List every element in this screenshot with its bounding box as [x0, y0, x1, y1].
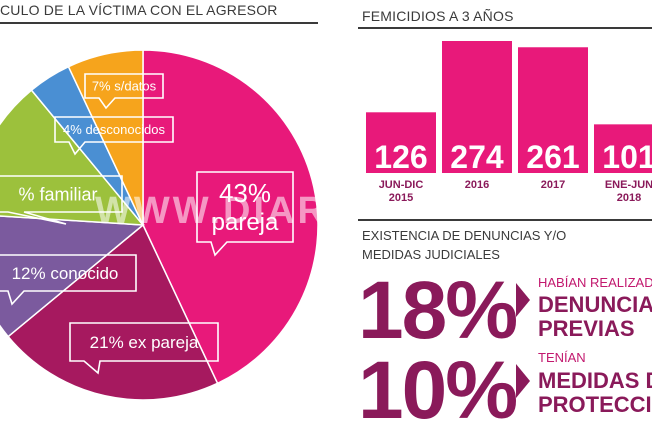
pie-slice-2: [0, 215, 145, 338]
pie-slice-3: [0, 89, 145, 226]
pie-label-2: 12% conocido: [0, 254, 137, 306]
pie-label-text-0b: pareja: [212, 209, 279, 236]
section2-title-line2: MEDIDAS JUDICIALES: [362, 247, 500, 262]
bar-value-label-3: 101: [602, 139, 652, 175]
stat1-arrow-icon: [516, 283, 530, 317]
pie-label-4: 4% desconocidos: [54, 116, 174, 156]
stat2-small-text: TENÍAN: [538, 350, 586, 365]
pie-label-1: 21% ex pareja: [69, 322, 219, 375]
stat1-big-text-2: PREVIAS: [538, 316, 635, 341]
stat1-big-text-1: DENUNCIAS: [538, 292, 652, 317]
pie-label-5: 7% s/datos: [84, 73, 164, 110]
section2-title-line1: EXISTENCIA DE DENUNCIAS Y/O: [362, 228, 567, 243]
pie-label-text-5: 7% s/datos: [92, 79, 157, 94]
stat2-arrow-icon: [516, 364, 530, 398]
pie-chart: 43%pareja 21% ex pareja 12% conocido % fami…: [0, 49, 319, 401]
bar-category-label-1-0: 2016: [465, 179, 489, 191]
bar-value-label-1: 274: [450, 139, 504, 175]
pie-slice-5: [67, 49, 144, 226]
bar-category-label-0-0: JUN-DIC: [379, 179, 424, 191]
pie-slice-0: [142, 49, 319, 385]
bar-category-label-2-0: 2017: [541, 179, 565, 191]
bar-category-label-0-1: 2015: [389, 192, 413, 204]
bar-category-label-3-1: 2018: [617, 192, 641, 204]
stat1-small-text: HABÍAN REALIZAD: [538, 275, 652, 290]
pie-label-text-0a: 43%: [219, 178, 271, 208]
pie-label-3: % familiar: [0, 175, 123, 225]
bar-value-label-0: 126: [374, 139, 427, 175]
stat2-percent: 10%: [358, 345, 518, 436]
stat2-big-text-2: PROTECCIÓ: [538, 392, 652, 417]
pie-slice-1: [7, 223, 219, 401]
bar-0: [366, 112, 436, 173]
pie-label-text-2: 12% conocido: [12, 264, 119, 283]
pie-chart-title: CULO DE LA VÍCTIMA CON EL AGRESOR: [0, 2, 278, 18]
bar-category-label-3-0: ENE-JUN: [605, 179, 652, 191]
pie-label-text-1: 21% ex pareja: [90, 333, 199, 352]
bar-2: [518, 47, 588, 173]
bar-value-label-2: 261: [526, 139, 579, 175]
bar-chart-title: FEMICIDIOS A 3 AÑOS: [362, 8, 514, 24]
stat1-percent: 18%: [358, 265, 518, 356]
section2-rule: [358, 219, 652, 221]
bar-1: [442, 41, 512, 173]
pie-label-0: 43%pareja: [196, 171, 294, 257]
stat2-big-text-1: MEDIDAS D: [538, 368, 652, 393]
bar-3: [594, 124, 652, 173]
pie-header-rule: [0, 22, 318, 24]
bar-header-rule: [358, 27, 652, 29]
pie-label-text-4: 4% desconocidos: [63, 122, 165, 137]
pie-label-text-3: % familiar: [18, 184, 97, 204]
